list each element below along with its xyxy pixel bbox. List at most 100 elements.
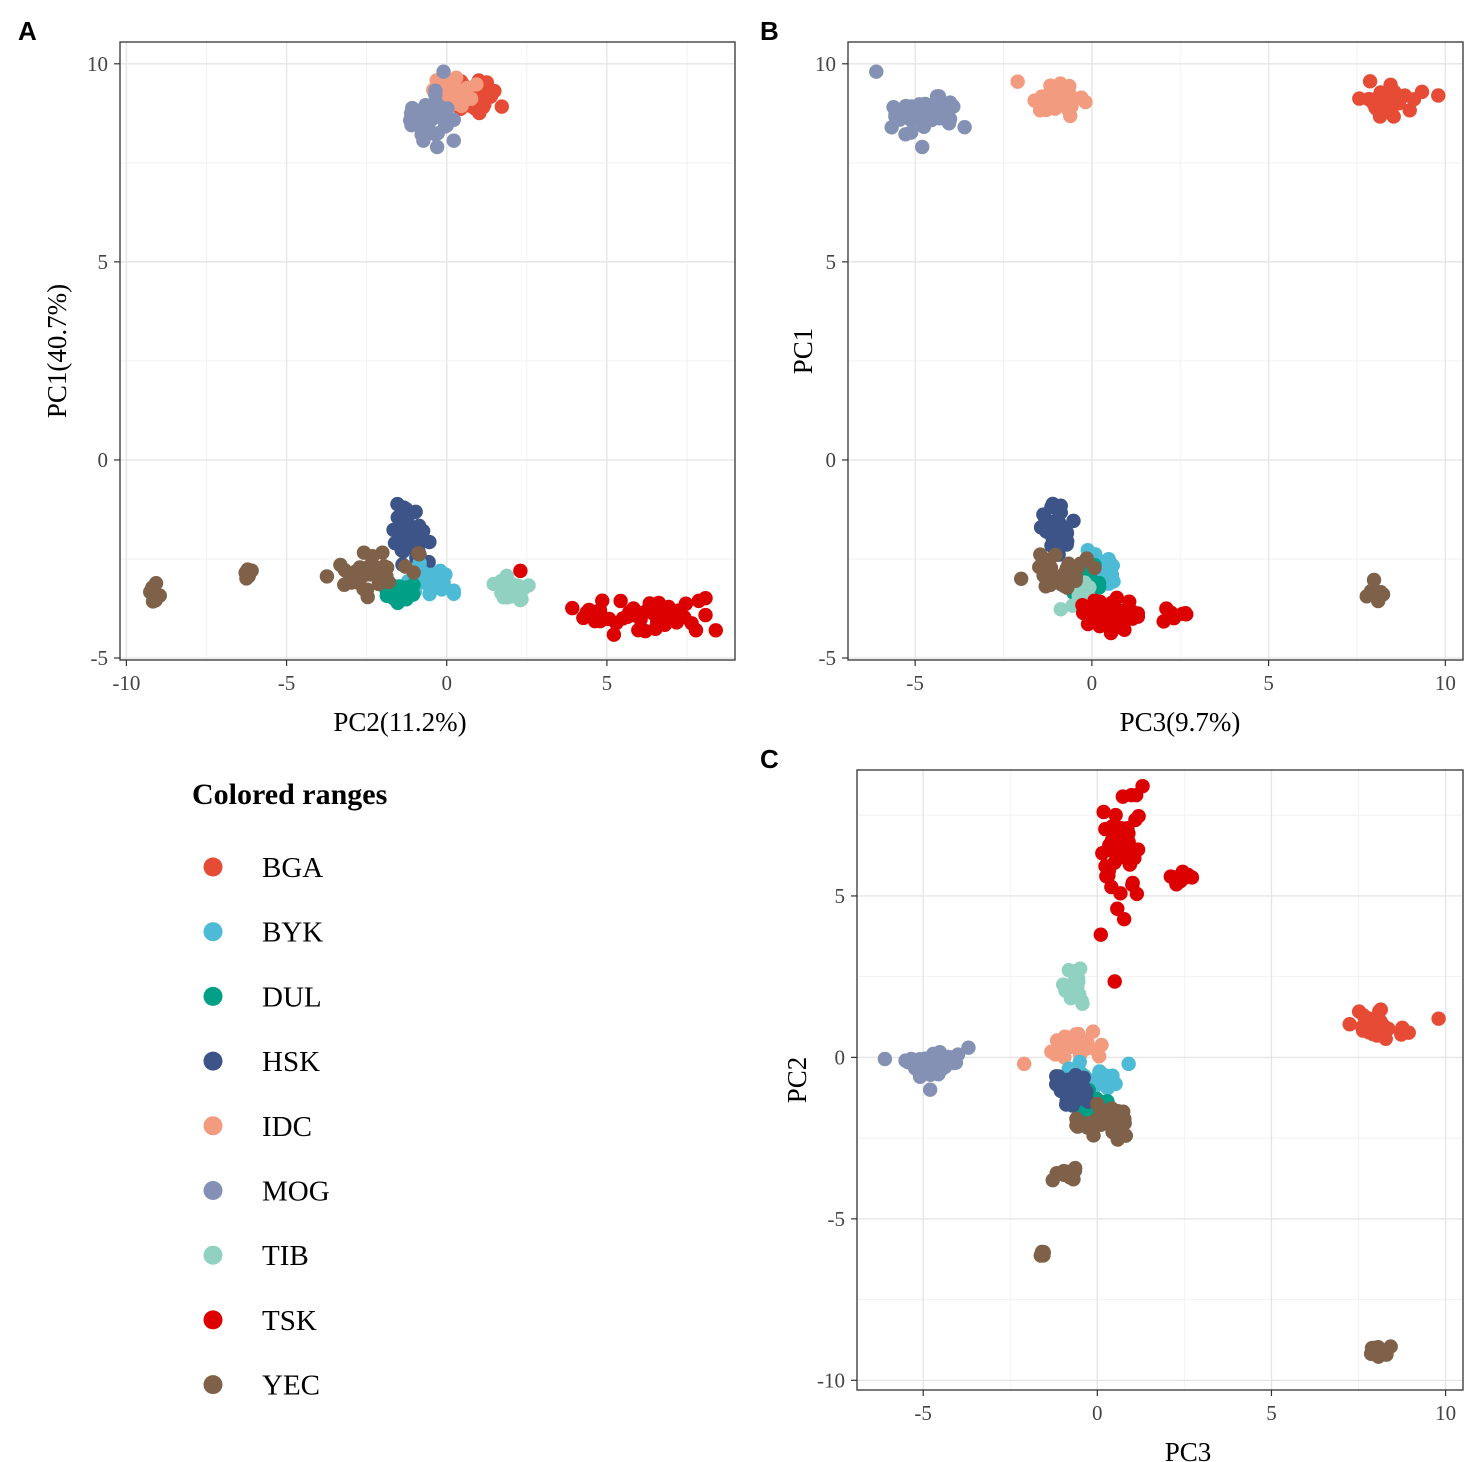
panel-letter-a: A xyxy=(18,16,37,46)
point-tib xyxy=(1072,961,1088,976)
point-yec xyxy=(398,559,413,574)
point-yec xyxy=(1092,1100,1107,1115)
point-tib xyxy=(1072,991,1087,1006)
point-tsk xyxy=(638,623,653,639)
point-yec xyxy=(359,565,374,580)
point-tib xyxy=(1053,602,1068,617)
legend-label-dul: DUL xyxy=(262,981,322,1013)
point-bga xyxy=(1355,1019,1370,1035)
point-bga xyxy=(1366,96,1381,111)
point-yec xyxy=(1048,547,1063,563)
legend-label-bga: BGA xyxy=(262,852,323,884)
x-tick-label: -5 xyxy=(278,671,296,695)
point-bga xyxy=(1369,1028,1385,1043)
x-tick-label: 10 xyxy=(1435,1401,1456,1425)
point-yec xyxy=(1110,1132,1125,1147)
point-yec xyxy=(337,577,352,592)
point-dul xyxy=(393,585,409,600)
point-tsk xyxy=(513,563,528,579)
point-mog xyxy=(869,64,884,79)
point-yec xyxy=(375,545,390,560)
y-tick-label: -5 xyxy=(819,646,837,670)
legend-label-byk: BYK xyxy=(262,917,323,949)
point-mog xyxy=(888,106,903,122)
point-tsk xyxy=(1114,618,1129,633)
point-tsk xyxy=(576,610,591,626)
point-bga xyxy=(1406,92,1422,107)
x-tick-label: -10 xyxy=(112,671,140,695)
point-yec xyxy=(1067,1160,1083,1176)
point-tsk xyxy=(1075,597,1090,613)
point-bga xyxy=(1362,74,1378,89)
point-tsk xyxy=(661,599,676,615)
point-tsk xyxy=(1113,850,1128,865)
y-tick-label: 0 xyxy=(826,448,837,472)
point-bga xyxy=(1381,1021,1396,1036)
legend-label-yec: YEC xyxy=(262,1370,320,1402)
point-yec xyxy=(411,547,427,562)
point-tsk xyxy=(595,593,610,608)
point-bga xyxy=(1384,84,1400,99)
point-tsk xyxy=(606,627,622,642)
point-bga xyxy=(477,97,492,113)
point-tsk xyxy=(1179,607,1194,622)
point-byk xyxy=(1105,1068,1120,1083)
point-mog xyxy=(884,120,899,135)
point-tsk xyxy=(1116,911,1132,927)
point-hsk xyxy=(1049,512,1064,528)
point-tsk xyxy=(1104,879,1119,895)
legend-key-tsk xyxy=(203,1310,223,1330)
x-axis-title: PC3(9.7%) xyxy=(1120,707,1241,737)
point-tsk xyxy=(698,607,713,623)
x-tick-label: 5 xyxy=(602,671,613,695)
point-idc xyxy=(1060,102,1076,117)
point-idc xyxy=(1049,1033,1065,1048)
y-tick-label: -5 xyxy=(828,1207,846,1231)
point-mog xyxy=(436,64,451,79)
point-tsk xyxy=(1135,778,1150,794)
legend-label-tib: TIB xyxy=(262,1240,309,1272)
point-idc xyxy=(1062,86,1077,102)
point-yec xyxy=(1366,572,1382,588)
point-mog xyxy=(429,139,445,155)
point-mog xyxy=(898,98,913,114)
point-bga xyxy=(1370,1013,1386,1029)
point-hsk xyxy=(398,501,414,517)
point-tib xyxy=(494,578,509,593)
point-mog xyxy=(428,87,443,102)
x-tick-label: 5 xyxy=(1266,1401,1277,1425)
point-tsk xyxy=(1093,611,1108,627)
point-tsk xyxy=(1115,789,1131,804)
point-tsk xyxy=(664,610,679,626)
y-tick-label: 0 xyxy=(835,1045,846,1069)
point-mog xyxy=(927,95,943,111)
point-tib xyxy=(513,592,528,608)
y-tick-label: 5 xyxy=(835,884,846,908)
point-yec xyxy=(356,545,372,560)
point-hsk xyxy=(1066,513,1081,529)
point-tsk xyxy=(613,593,628,609)
legend-key-hsk xyxy=(203,1051,223,1071)
point-idc xyxy=(1048,79,1063,95)
y-tick-label: 5 xyxy=(98,250,109,274)
point-mog xyxy=(903,125,919,140)
legend-key-tib xyxy=(203,1245,223,1265)
point-bga xyxy=(494,99,510,114)
point-hsk xyxy=(422,534,437,550)
point-yec xyxy=(1370,1339,1386,1355)
point-tsk xyxy=(678,596,694,611)
point-tsk xyxy=(1131,809,1146,824)
point-bga xyxy=(1386,109,1401,124)
point-hsk xyxy=(411,518,427,534)
point-tib xyxy=(1070,979,1085,994)
legend-label-mog: MOG xyxy=(262,1176,330,1208)
point-bga xyxy=(1356,1008,1371,1023)
point-mog xyxy=(437,119,453,134)
point-mog xyxy=(908,106,924,121)
point-mog xyxy=(961,1040,976,1055)
scatter-panel-b: -5 0 5 10 -5 0 5 10 PC3(9.7%) PC1 xyxy=(788,41,1464,737)
point-mog xyxy=(404,117,419,133)
point-idc xyxy=(1038,92,1053,108)
legend-label-idc: IDC xyxy=(262,1111,312,1143)
